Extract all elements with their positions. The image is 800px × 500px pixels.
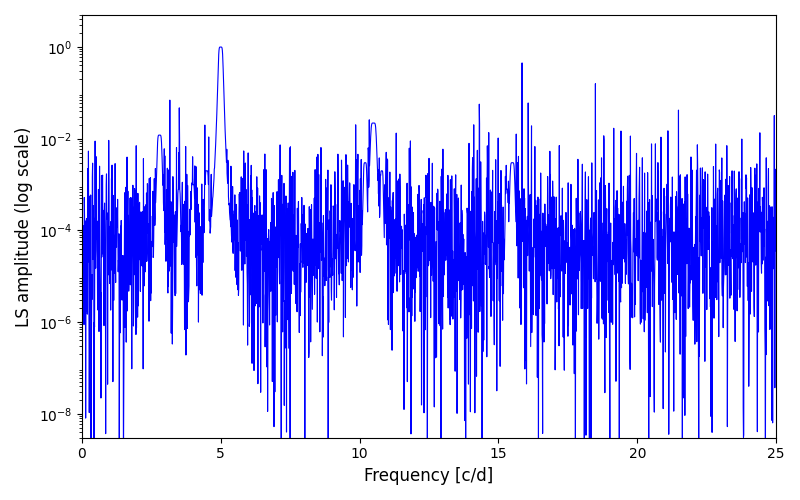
X-axis label: Frequency [c/d]: Frequency [c/d]: [364, 467, 494, 485]
Y-axis label: LS amplitude (log scale): LS amplitude (log scale): [15, 126, 33, 326]
